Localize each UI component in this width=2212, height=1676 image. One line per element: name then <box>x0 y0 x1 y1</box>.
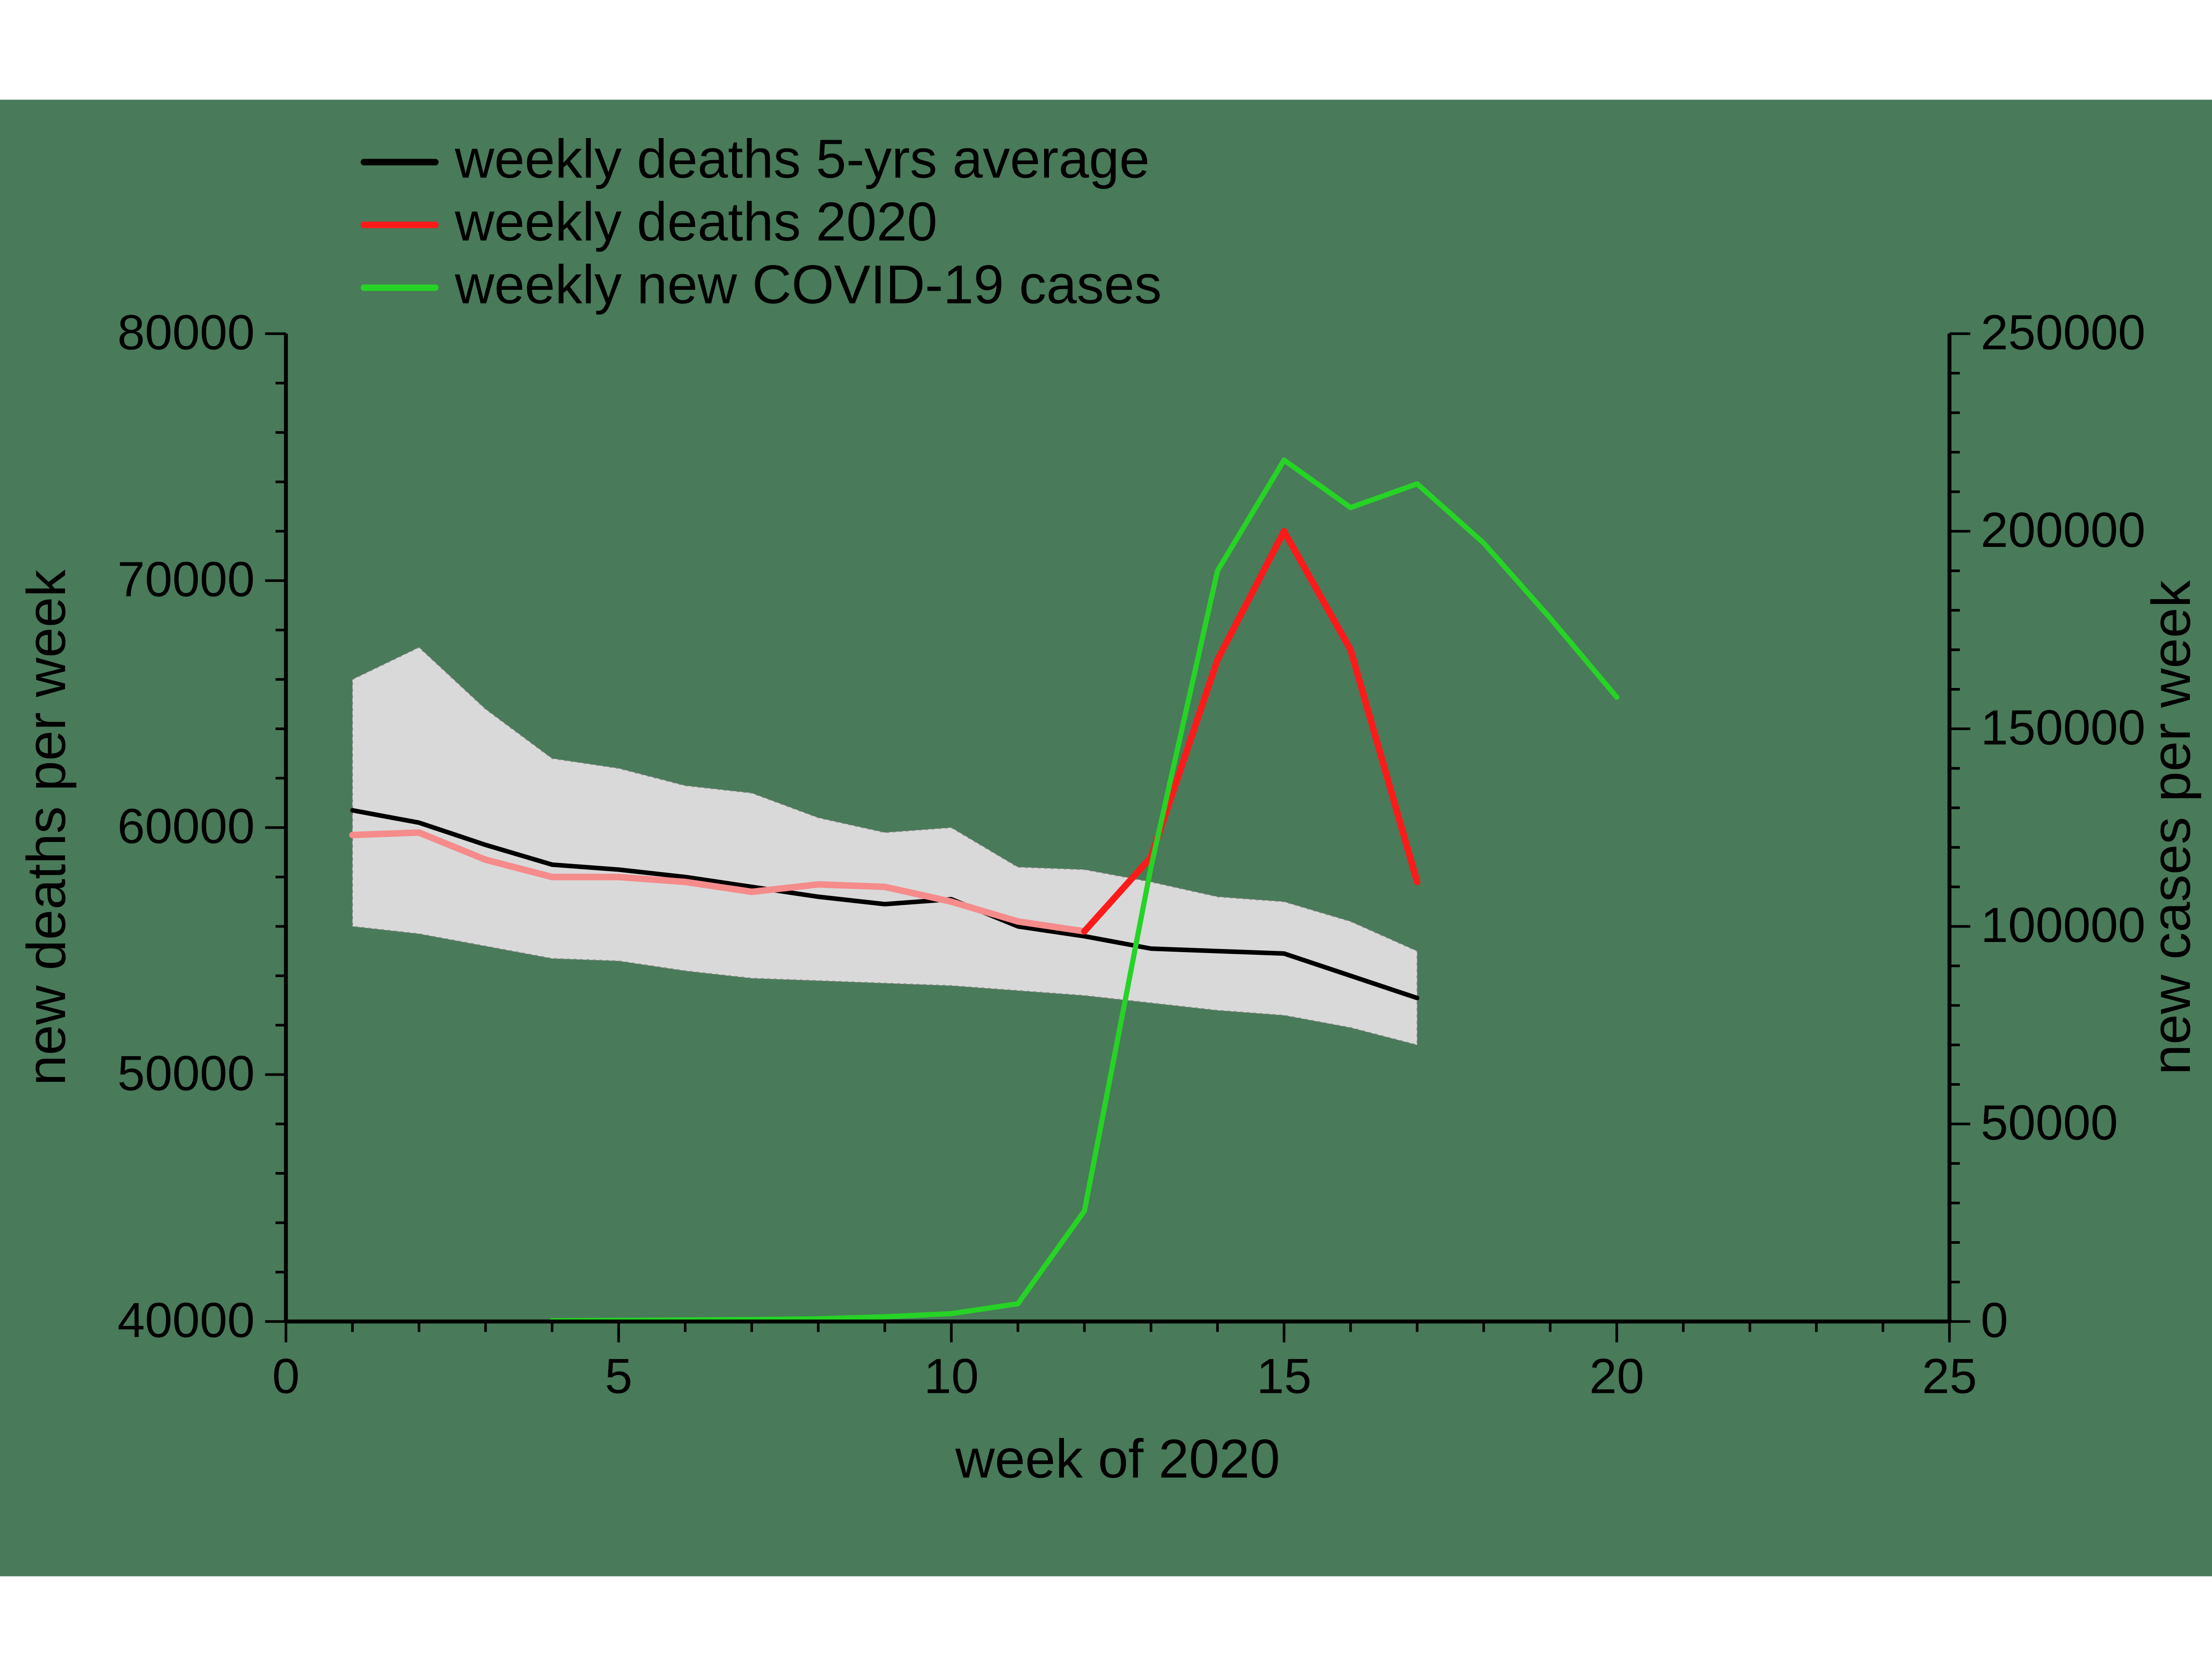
y-right-tick-label: 50000 <box>1981 1095 2118 1150</box>
y-left-tick-label: 50000 <box>117 1046 254 1101</box>
legend-label-1: weekly deaths 2020 <box>454 192 937 253</box>
chart-container: 0 5 10 15 20 25 40000 50000 60000 70000 80000 0 5000… <box>0 0 2212 1676</box>
x-tick-label: 5 <box>605 1348 632 1403</box>
y-left-tick-label: 80000 <box>117 304 254 360</box>
y-right-tick-label: 100000 <box>1981 897 2145 953</box>
x-tick-label: 0 <box>272 1348 300 1403</box>
y-right-tick-label: 150000 <box>1981 700 2145 755</box>
y-left-tick-label: 70000 <box>117 552 254 607</box>
x-tick-label: 15 <box>1256 1348 1311 1403</box>
y-left-axis-label: new deaths per week <box>16 569 77 1085</box>
y-right-tick-label: 200000 <box>1981 502 2145 557</box>
x-tick-label: 20 <box>1589 1348 1644 1403</box>
legend-label-2: weekly new COVID-19 cases <box>454 254 1162 315</box>
y-left-tick-label: 60000 <box>117 799 254 854</box>
chart-background <box>0 100 2212 1576</box>
y-right-tick-label: 250000 <box>1981 304 2145 360</box>
y-right-axis-label: new cases per week <box>2141 580 2202 1075</box>
series-deaths-2020 <box>818 884 885 887</box>
y-left-tick-label: 40000 <box>117 1292 254 1348</box>
series-deaths-2020 <box>353 833 419 835</box>
x-axis-label: week of 2020 <box>955 1428 1280 1489</box>
line-chart: 0 5 10 15 20 25 40000 50000 60000 70000 80000 0 5000… <box>0 0 2212 1676</box>
x-tick-label: 10 <box>924 1348 979 1403</box>
legend-label-0: weekly deaths 5-yrs average <box>454 129 1149 190</box>
x-tick-label: 25 <box>1922 1348 1977 1403</box>
y-right-tick-label: 0 <box>1981 1292 2008 1348</box>
